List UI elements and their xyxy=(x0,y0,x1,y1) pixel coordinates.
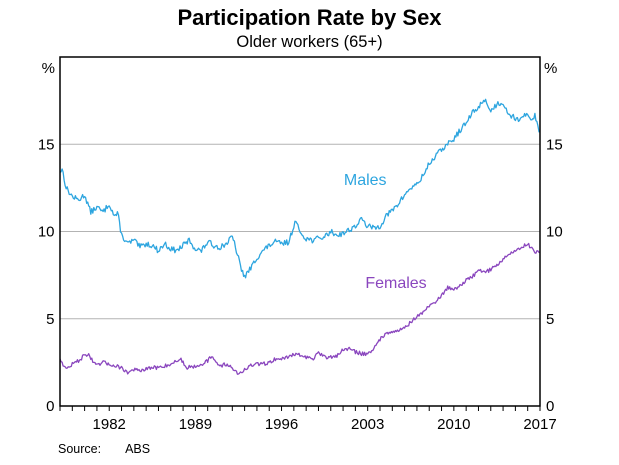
y-axis-label-left-5: 5 xyxy=(46,311,54,328)
y-axis-label-right-0: 0 xyxy=(546,398,554,415)
source-value: ABS xyxy=(125,442,151,456)
females-line xyxy=(60,242,540,375)
chart-title: Participation Rate by Sex xyxy=(177,5,442,30)
x-axis-label-2017: 2017 xyxy=(523,416,556,433)
males-line xyxy=(60,98,540,279)
y-axis-label-left-10: 10 xyxy=(38,224,55,241)
x-axis-label-1996: 1996 xyxy=(265,416,298,433)
x-axis-label-1982: 1982 xyxy=(93,416,126,433)
y-axis-label-right-10: 10 xyxy=(546,224,563,241)
y-axis-label-left-15: 15 xyxy=(38,136,55,153)
x-axis-label-2003: 2003 xyxy=(351,416,384,433)
y-axis-label-left-0: 0 xyxy=(46,398,54,415)
x-axis-label-1989: 1989 xyxy=(179,416,212,433)
source-label: Source: xyxy=(58,442,102,456)
y-axis-label-right-5: 5 xyxy=(546,311,554,328)
y-axis-label-right-15: 15 xyxy=(546,136,563,153)
males-series-label: Males xyxy=(343,171,387,189)
x-axis-label-2010: 2010 xyxy=(437,416,470,433)
plot-border xyxy=(59,56,541,407)
source-line: Source: ABS xyxy=(58,442,150,456)
chart-subtitle: Older workers (65+) xyxy=(236,33,383,51)
females-series-label: Females xyxy=(365,274,427,292)
y-axis-unit-left: % xyxy=(42,60,55,77)
y-axis-unit-right: % xyxy=(544,60,557,77)
